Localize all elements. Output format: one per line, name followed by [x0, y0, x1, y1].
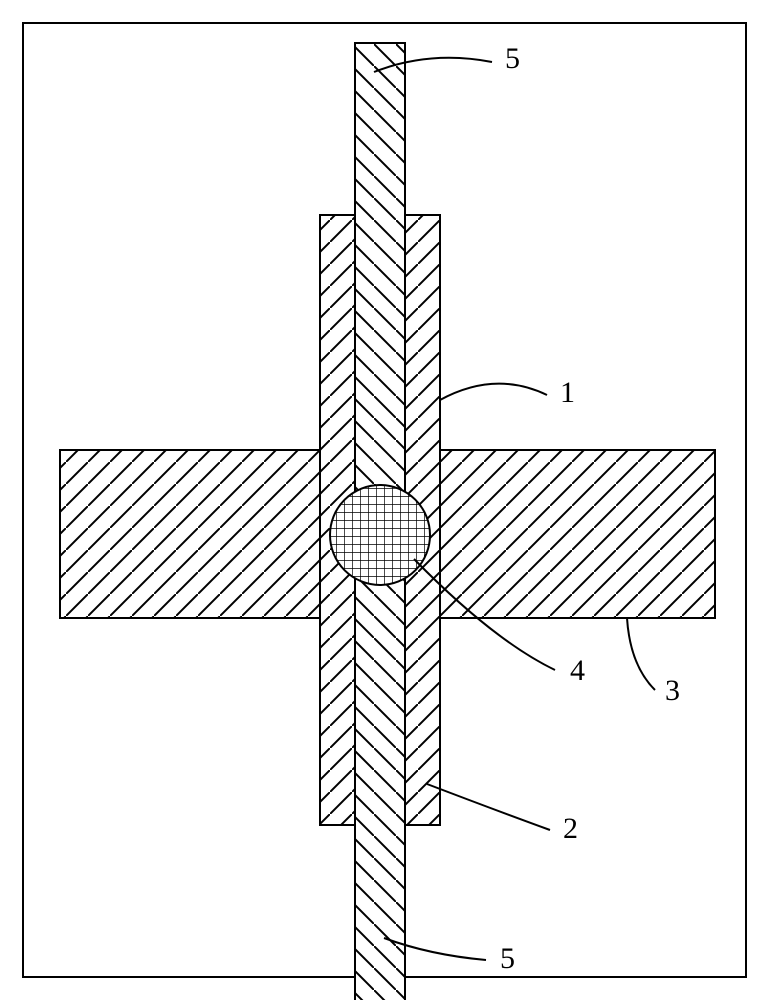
label-5b: 5: [500, 942, 515, 975]
label-3: 3: [665, 674, 680, 707]
label-1: 1: [560, 376, 575, 409]
label-5a: 5: [505, 42, 520, 75]
technical-drawing: 5 1 4 3 2 5: [0, 0, 769, 1000]
label-2: 2: [563, 812, 578, 845]
leader-line-2: [427, 784, 550, 830]
label-4: 4: [570, 654, 585, 687]
leader-line-3: [627, 618, 655, 690]
leader-line-1: [440, 384, 547, 400]
